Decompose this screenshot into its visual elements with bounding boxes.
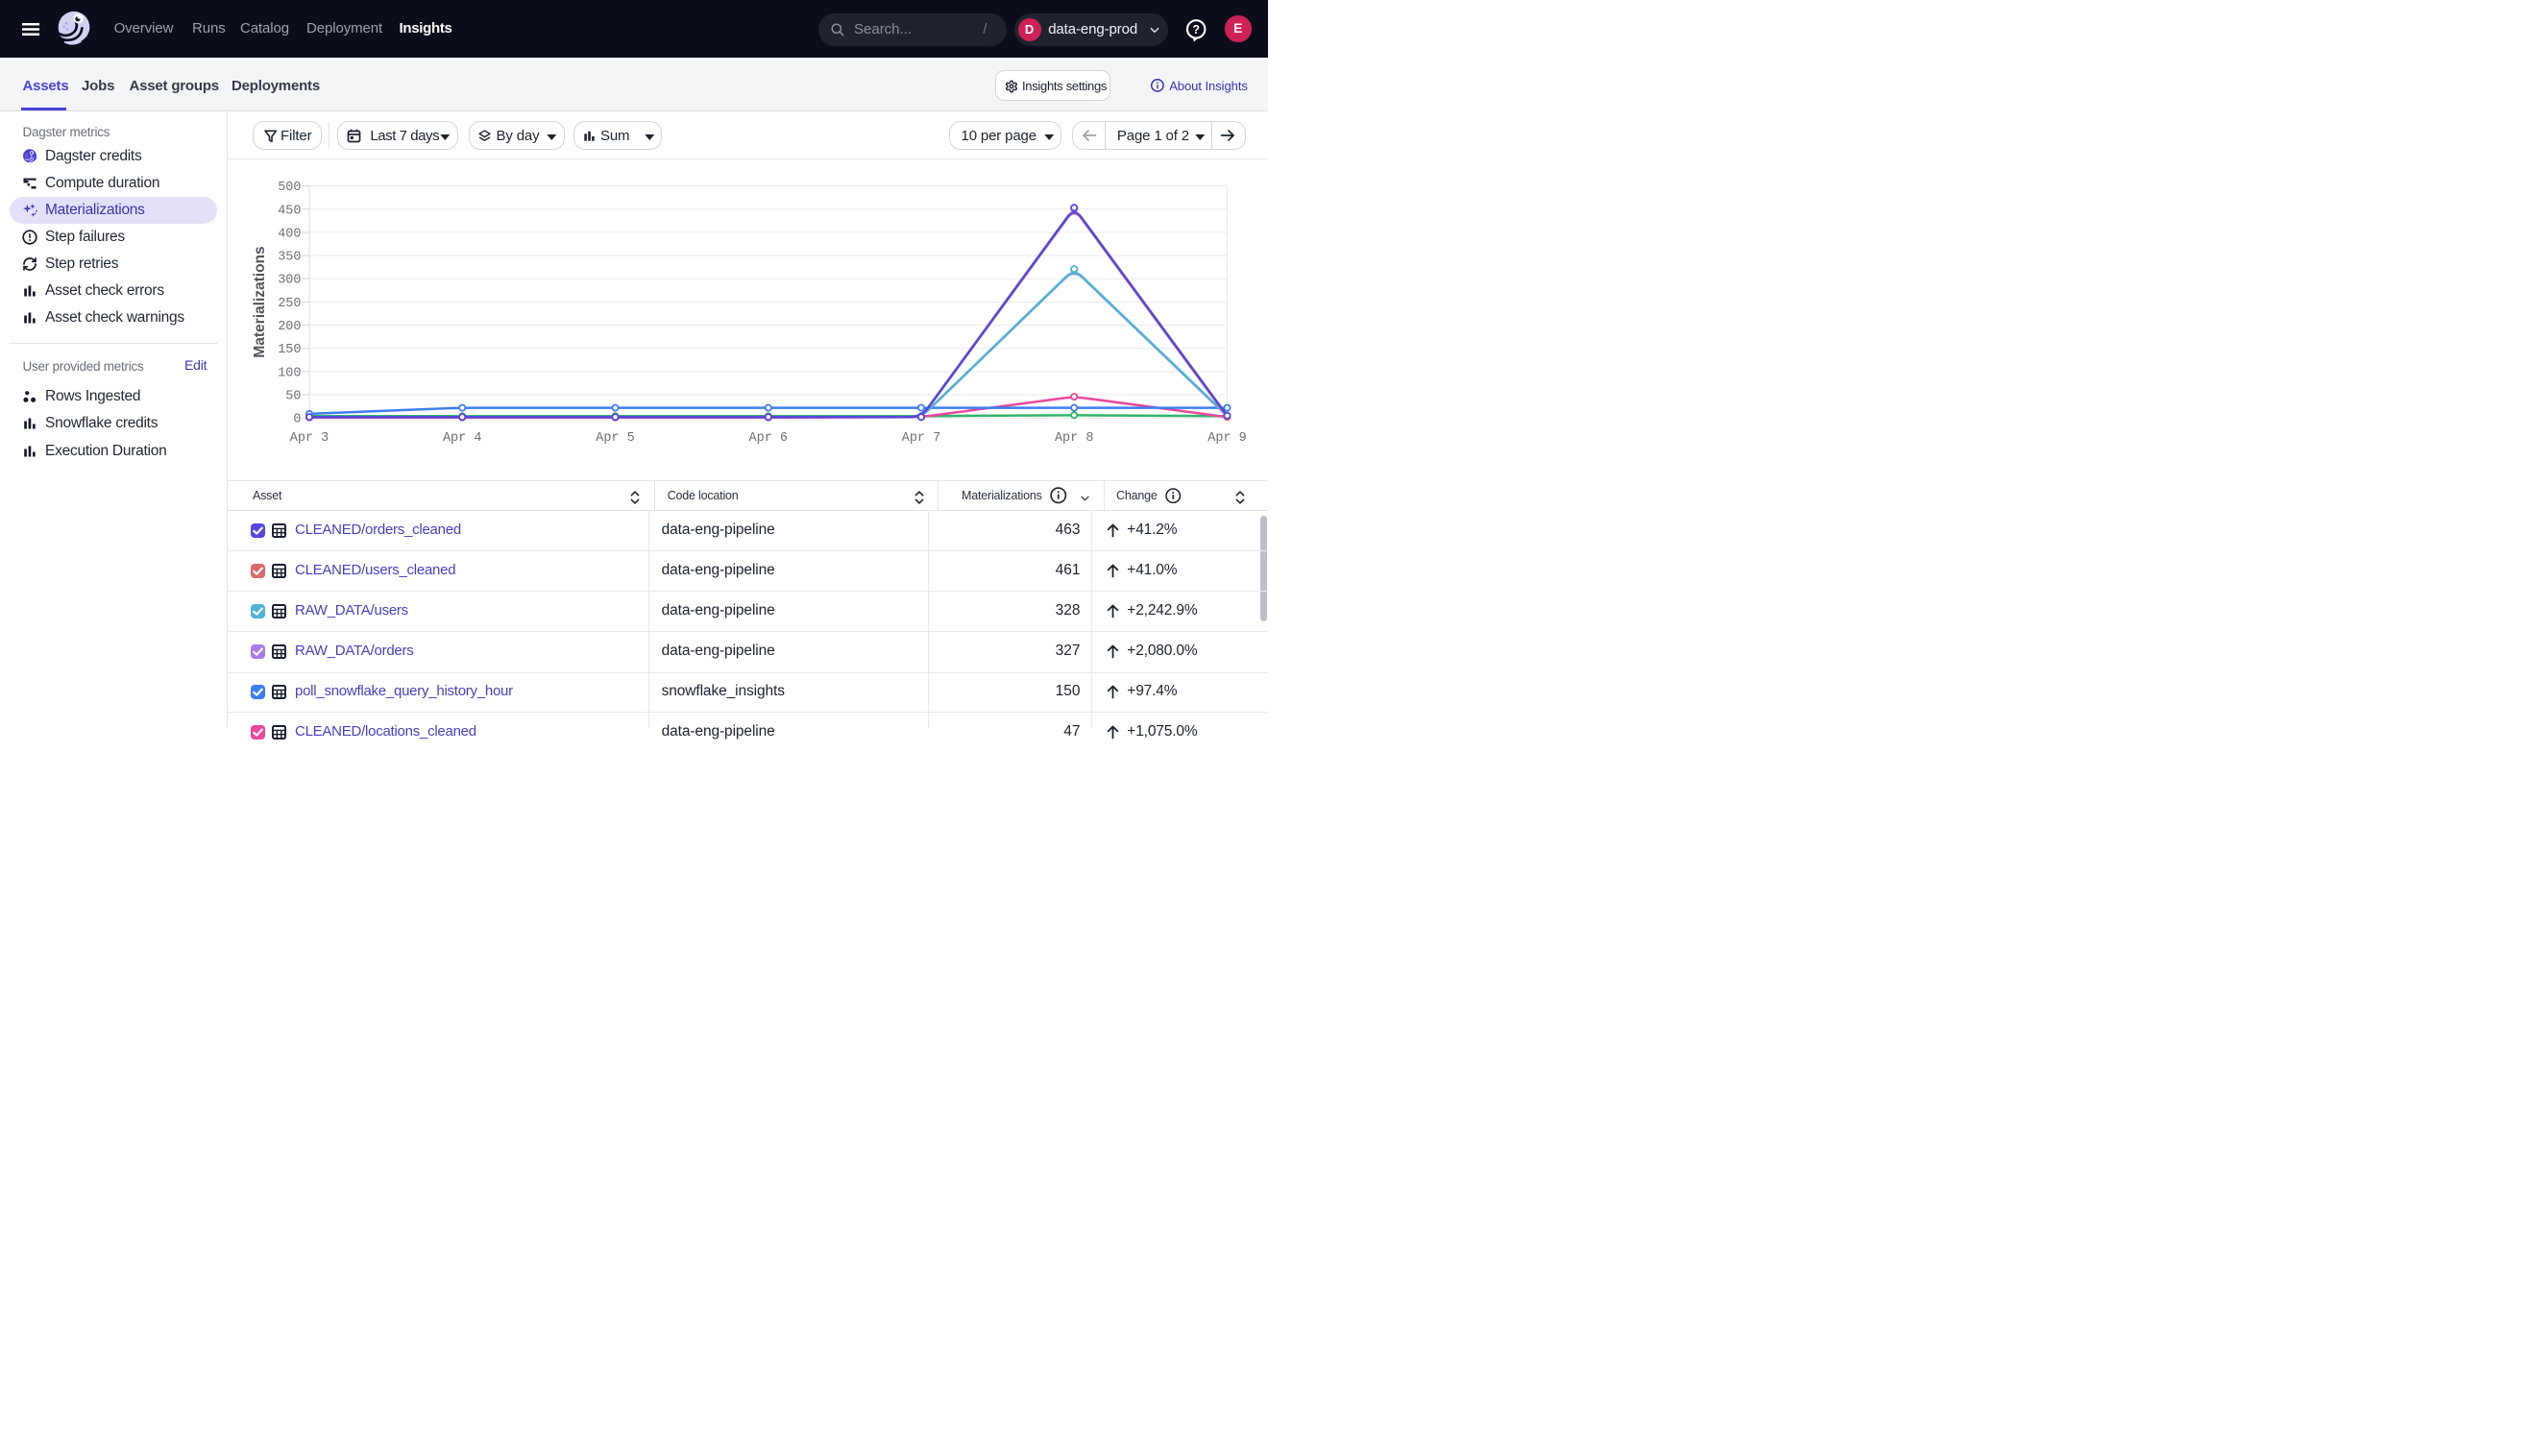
svg-text:Apr 9: Apr 9 [1207, 431, 1247, 446]
svg-text:350: 350 [278, 251, 301, 265]
svg-text:300: 300 [278, 274, 301, 288]
svg-text:150: 150 [278, 343, 301, 357]
svg-text:0: 0 [293, 413, 301, 427]
svg-text:250: 250 [278, 297, 301, 311]
svg-text:Apr 4: Apr 4 [443, 431, 482, 446]
svg-text:Apr 5: Apr 5 [596, 431, 635, 446]
svg-text:100: 100 [278, 366, 301, 380]
svg-text:Apr 6: Apr 6 [749, 431, 789, 446]
svg-text:?: ? [1192, 23, 1200, 36]
svg-text:Apr 8: Apr 8 [1055, 431, 1094, 446]
svg-text:Apr 7: Apr 7 [902, 431, 941, 446]
svg-text:Apr 3: Apr 3 [290, 431, 329, 446]
svg-text:50: 50 [285, 390, 301, 404]
svg-text:Materializations: Materializations [252, 246, 268, 357]
svg-text:450: 450 [278, 204, 301, 218]
svg-text:200: 200 [278, 320, 301, 334]
svg-text:400: 400 [278, 227, 301, 241]
svg-text:500: 500 [278, 181, 301, 195]
